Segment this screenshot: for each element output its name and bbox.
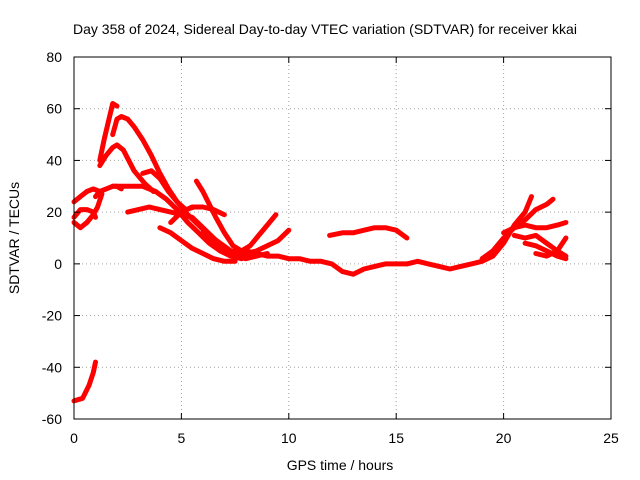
series-line-arc-8 bbox=[97, 142, 156, 194]
series-line-arc-19 bbox=[404, 194, 534, 272]
y-tick-label: -20 bbox=[42, 308, 62, 324]
series-line-arc-3 bbox=[71, 186, 103, 205]
series-line-arc-14 bbox=[157, 225, 238, 264]
y-tick-label: -60 bbox=[42, 411, 62, 427]
series-line-arc-5 bbox=[97, 101, 120, 163]
series-line-arc-17 bbox=[243, 248, 410, 277]
x-tick-label: 20 bbox=[496, 430, 512, 446]
series-line-arc-16 bbox=[200, 230, 270, 262]
series-line-arc-18 bbox=[327, 225, 410, 241]
series-line-arc-12 bbox=[168, 204, 227, 225]
x-tick-label: 5 bbox=[178, 430, 186, 446]
x-tick-label: 25 bbox=[603, 430, 619, 446]
series-line-arc-2 bbox=[71, 191, 105, 231]
x-tick-label: 15 bbox=[388, 430, 404, 446]
series-line-arc-1 bbox=[71, 359, 98, 404]
series-line-arc-23 bbox=[522, 240, 569, 262]
series-line-arc-13 bbox=[193, 178, 279, 254]
series-line-arc-21 bbox=[501, 220, 569, 236]
axes: 0 5 10 15 20 25 -60 -40 -20 0 20 40 60 80 bbox=[42, 49, 619, 446]
series-line-arc-20 bbox=[479, 196, 556, 262]
plot-frame bbox=[73, 56, 612, 420]
x-tick-label: 0 bbox=[70, 430, 78, 446]
y-tick-label: 40 bbox=[46, 152, 62, 168]
y-tick-label: 20 bbox=[46, 204, 62, 220]
y-tick-label: 60 bbox=[46, 101, 62, 117]
series-group bbox=[71, 101, 569, 404]
chart-title: Day 358 of 2024, Sidereal Day-to-day VTE… bbox=[73, 21, 577, 37]
x-tick-label: 10 bbox=[281, 430, 297, 446]
series-line-arc-15 bbox=[232, 227, 292, 259]
y-tick-label: -40 bbox=[42, 359, 62, 375]
x-axis-label: GPS time / hours bbox=[287, 457, 394, 473]
y-axis-label: SDTVAR / TECUs bbox=[6, 182, 22, 294]
y-tick-label: 80 bbox=[46, 49, 62, 65]
y-tick-label: 0 bbox=[54, 256, 62, 272]
series-line-arc-24 bbox=[533, 235, 569, 259]
